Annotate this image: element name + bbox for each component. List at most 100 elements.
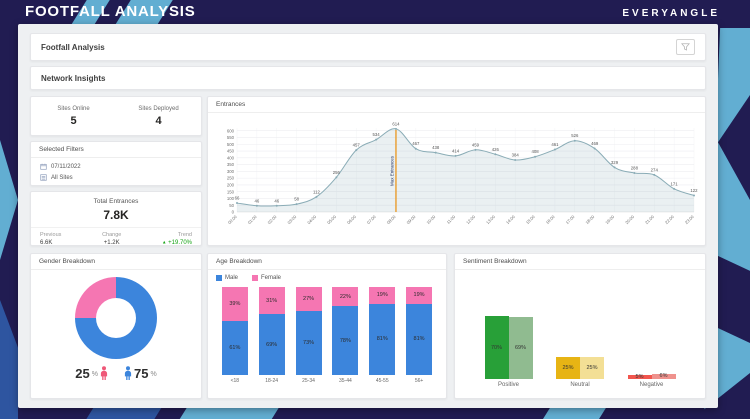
svg-text:459: 459: [472, 142, 480, 147]
age-breakdown-title: Age Breakdown: [208, 254, 446, 270]
female-segment[interactable]: 39%: [221, 287, 248, 322]
legend-item-female[interactable]: Female: [252, 275, 281, 281]
male-segment[interactable]: 81%: [406, 303, 433, 375]
svg-text:250: 250: [227, 176, 235, 181]
female-segment[interactable]: 31%: [258, 287, 285, 315]
sentiment-bar-neutral-1[interactable]: 25%: [556, 356, 580, 379]
sentiment-category-label: Neutral: [570, 382, 590, 388]
age-bar-56+[interactable]: 19% 81%: [406, 287, 433, 375]
sentiment-bar-negative-2[interactable]: 6%: [651, 373, 676, 379]
entrances-points[interactable]: [236, 127, 695, 207]
selected-filters-card: Selected Filters 07/11/2022 All Sites: [30, 141, 202, 186]
svg-text:200: 200: [227, 183, 235, 188]
svg-text:461: 461: [551, 142, 559, 147]
svg-text:274: 274: [651, 167, 659, 172]
gender-donut-chart[interactable]: [75, 277, 157, 359]
svg-text:414: 414: [452, 148, 460, 153]
svg-text:408: 408: [531, 149, 539, 154]
svg-text:457: 457: [353, 143, 361, 148]
sentiment-breakdown-title: Sentiment Breakdown: [455, 254, 705, 270]
age-bar-group: 27% 73%: [295, 287, 323, 375]
sentiment-group-neutral: 25% 25% Neutral: [556, 356, 604, 388]
previous-label: Previous: [40, 232, 62, 238]
gender-callouts: 25 % 75 %: [75, 366, 157, 381]
svg-text:08:00: 08:00: [386, 214, 397, 225]
legend-swatch-female: [252, 275, 259, 281]
svg-text:18:00: 18:00: [584, 214, 595, 225]
sentiment-bars: 25% 25%: [556, 356, 604, 379]
female-person-icon: [100, 366, 108, 380]
total-entrances-title: Total Entrances: [93, 198, 139, 205]
entrances-area[interactable]: [237, 128, 694, 212]
svg-text:469: 469: [591, 141, 599, 146]
sentiment-bar-neutral-2[interactable]: 25%: [580, 356, 604, 379]
sentiment-category-label: Positive: [497, 382, 519, 388]
trend-label: Trend: [177, 232, 192, 238]
svg-text:46: 46: [274, 198, 279, 203]
male-segment[interactable]: 61%: [221, 321, 248, 375]
age-bar-45-55[interactable]: 19% 81%: [369, 287, 396, 375]
svg-text:16:00: 16:00: [545, 214, 556, 225]
sites-deployed-value: 4: [155, 114, 162, 127]
male-segment[interactable]: 81%: [369, 303, 396, 375]
male-percent: 75: [134, 366, 149, 381]
previous-metric: Previous 6.6K: [40, 232, 61, 246]
female-callout: 25 %: [75, 366, 108, 380]
sites-online-value: 5: [70, 114, 77, 127]
svg-text:329: 329: [611, 160, 619, 165]
male-segment[interactable]: 78%: [332, 306, 359, 375]
svg-text:07:00: 07:00: [366, 214, 377, 225]
svg-text:22:00: 22:00: [664, 214, 675, 225]
svg-text:12:00: 12:00: [465, 214, 476, 225]
age-bar-<18[interactable]: 39% 61%: [221, 287, 248, 375]
age-plot: 39% 61% 31% 69% 27% 73% 22% 78% 19% 81% 19% 81%: [208, 283, 446, 375]
age-category-label: 35-44: [338, 378, 352, 384]
total-entrances-metrics: Previous 6.6K Change +1.2K Trend ▲ +19.7…: [31, 227, 201, 246]
svg-text:300: 300: [227, 169, 235, 174]
female-segment[interactable]: 22%: [332, 287, 359, 307]
age-bar-18-24[interactable]: 31% 69%: [258, 287, 285, 375]
male-segment[interactable]: 69%: [258, 314, 285, 375]
svg-text:438: 438: [432, 145, 440, 150]
svg-text:534: 534: [373, 132, 381, 137]
male-segment[interactable]: 73%: [295, 310, 322, 375]
section-title: Network Insights: [41, 73, 106, 83]
entrances-line[interactable]: [236, 128, 695, 207]
age-legend: Male Female: [208, 270, 446, 283]
svg-text:19:00: 19:00: [604, 214, 615, 225]
entrances-data-labels: 66 46 46 58 112 256 457 534 614 467 438 414 459 426 38…: [235, 121, 699, 203]
filter-button[interactable]: [676, 39, 695, 55]
svg-text:13:00: 13:00: [485, 214, 496, 225]
age-bar-25-34[interactable]: 27% 73%: [295, 287, 322, 375]
svg-text:Max Entrances: Max Entrances: [389, 155, 394, 186]
sentiment-bar-positive-1[interactable]: 70%: [484, 316, 509, 379]
trend-value: ▲ +19.70%: [162, 239, 192, 247]
svg-text:14:00: 14:00: [505, 214, 516, 225]
female-segment[interactable]: 19%: [406, 287, 433, 304]
sentiment-bar-negative-1[interactable]: 5%: [627, 374, 652, 380]
legend-label-female: Female: [261, 275, 282, 281]
change-value: +1.2K: [103, 240, 120, 246]
filter-date-row[interactable]: 07/11/2022: [31, 161, 201, 172]
sites-deployed-kpi: Sites Deployed 4: [116, 97, 201, 135]
legend-item-male[interactable]: Male: [216, 275, 238, 281]
svg-text:15:00: 15:00: [525, 214, 536, 225]
svg-text:02:00: 02:00: [266, 214, 277, 225]
filter-sites-row[interactable]: All Sites: [31, 172, 201, 183]
svg-text:50: 50: [229, 203, 234, 208]
svg-text:526: 526: [571, 133, 579, 138]
svg-text:04:00: 04:00: [306, 214, 317, 225]
sentiment-bar-positive-2[interactable]: 69%: [508, 316, 533, 379]
age-bar-35-44[interactable]: 22% 78%: [332, 287, 359, 375]
svg-text:46: 46: [254, 198, 259, 203]
svg-text:03:00: 03:00: [286, 214, 297, 225]
female-segment[interactable]: 27%: [295, 287, 322, 311]
funnel-icon: [681, 43, 690, 51]
svg-text:21:00: 21:00: [644, 214, 655, 225]
entrances-x-axis: 00:00 01:00 02:00 03:00 04:00 05:00 06:00 07:00…: [227, 214, 695, 225]
sentiment-group-negative: 5% 6% Negative: [627, 373, 676, 388]
trend-metric: Trend ▲ +19.70%: [162, 232, 192, 246]
female-segment[interactable]: 19%: [369, 287, 396, 304]
